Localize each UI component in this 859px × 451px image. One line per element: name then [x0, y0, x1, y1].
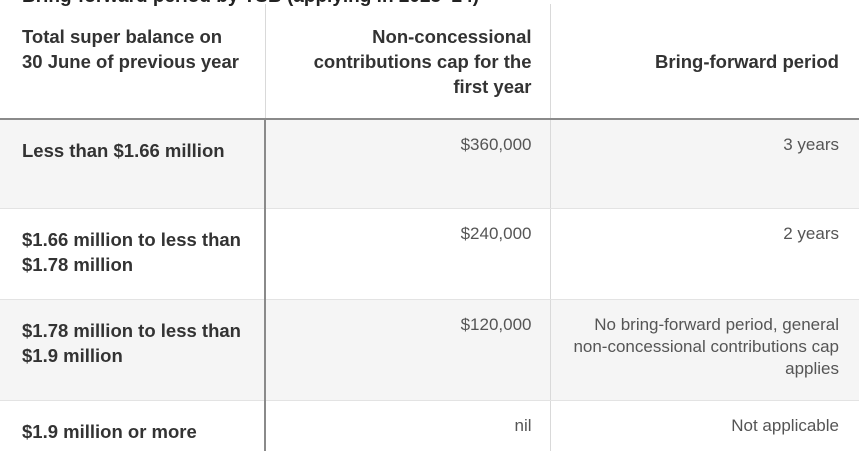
balance-cell: $1.66 million to less than $1.78 million [0, 208, 266, 300]
balance-cell: Less than $1.66 million [0, 119, 266, 209]
table-row: Less than $1.66 million $360,000 3 years [0, 119, 859, 209]
cap-cell: $240,000 [265, 208, 551, 300]
header-total-super-balance: Total super balance on 30 June of previo… [0, 4, 266, 120]
table-row: $1.9 million or more nil Not applicable [0, 400, 859, 451]
cap-cell: $120,000 [265, 299, 551, 401]
balance-cell: $1.78 million to less than $1.9 million [0, 299, 266, 401]
cap-cell: $360,000 [265, 119, 551, 209]
header-non-concessional-cap: Non-concessional contributions cap for t… [265, 4, 551, 120]
cap-cell: nil [265, 400, 551, 451]
period-cell: 2 years [550, 208, 859, 300]
table-header-row: Total super balance on 30 June of previo… [0, 4, 859, 120]
bring-forward-table: Total super balance on 30 June of previo… [0, 4, 859, 451]
table-row: $1.66 million to less than $1.78 million… [0, 208, 859, 300]
period-cell: No bring-forward period, general non-con… [550, 299, 859, 401]
header-bring-forward-period: Bring-forward period [550, 4, 859, 120]
period-cell: 3 years [550, 119, 859, 209]
balance-cell: $1.9 million or more [0, 400, 266, 451]
section-heading: Bring-forward period by TSB (applying in… [22, 0, 479, 8]
period-cell: Not applicable [550, 400, 859, 451]
table-row: $1.78 million to less than $1.9 million … [0, 299, 859, 401]
